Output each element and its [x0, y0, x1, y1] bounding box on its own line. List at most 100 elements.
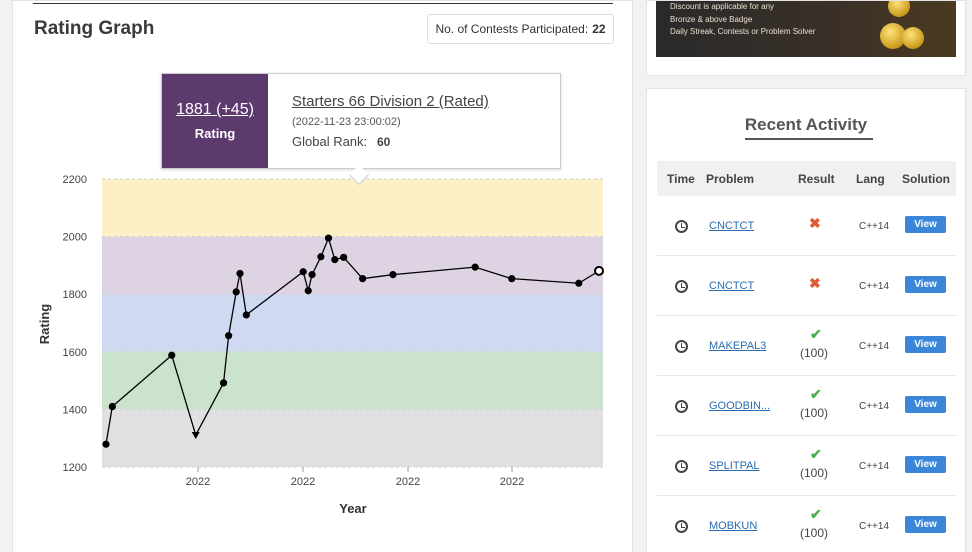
- wrong-answer-icon: ✖: [809, 275, 821, 291]
- tooltip-date: (2022-11-23 23:00:02): [292, 116, 401, 128]
- tooltip-rating-panel: 1881 (+45) Rating: [162, 74, 268, 168]
- rating-point[interactable]: [594, 265, 604, 276]
- rating-point[interactable]: [508, 275, 516, 283]
- x-axis-label: Year: [339, 501, 366, 516]
- y-tick-label: 2000: [63, 232, 87, 244]
- tooltip-contest-link[interactable]: Starters 66 Division 2 (Rated): [292, 93, 489, 110]
- y-tick-label: 1200: [63, 462, 87, 474]
- rating-band: [102, 179, 603, 237]
- rating-point[interactable]: [102, 440, 110, 448]
- clock-icon[interactable]: [675, 220, 688, 233]
- clock-icon[interactable]: [675, 460, 688, 473]
- problem-link[interactable]: MAKEPAL3: [709, 340, 767, 352]
- coin-icon: [902, 27, 924, 49]
- rating-point[interactable]: [575, 279, 583, 287]
- language-label: C++14: [859, 401, 890, 412]
- rating-band: [102, 294, 603, 352]
- col-lang: Lang: [856, 172, 885, 186]
- activity-table-header: Time Problem Result Lang Solution: [657, 161, 956, 196]
- language-label: C++14: [859, 341, 890, 352]
- y-tick-label: 1600: [63, 347, 87, 359]
- clock-icon[interactable]: [675, 520, 688, 533]
- rating-point[interactable]: [232, 288, 240, 296]
- rating-point[interactable]: [299, 268, 307, 276]
- rating-bands: [102, 179, 603, 467]
- rating-point[interactable]: [308, 271, 316, 279]
- view-solution-button[interactable]: View: [905, 276, 946, 293]
- rating-band: [102, 236, 603, 295]
- contest-tooltip: 1881 (+45) Rating Starters 66 Division 2…: [161, 73, 561, 185]
- rating-point[interactable]: [471, 263, 479, 271]
- promo-banner[interactable]: Discount is applicable for any Bronze & …: [656, 1, 956, 57]
- contests-label: No. of Contests Participated:: [435, 22, 589, 36]
- problem-link[interactable]: CNCTCT: [709, 220, 755, 232]
- x-tick-label: 2022: [396, 476, 420, 488]
- x-tick-label: 2022: [291, 476, 315, 488]
- tooltip-rating-label: Rating: [194, 126, 236, 141]
- contests-participated-badge: No. of Contests Participated: 22: [427, 14, 614, 44]
- rating-points: [102, 234, 604, 448]
- rating-point[interactable]: [236, 269, 244, 278]
- language-label: C++14: [859, 461, 890, 472]
- language-label: C++14: [859, 221, 890, 232]
- rating-point[interactable]: [340, 253, 348, 261]
- clock-icon[interactable]: [675, 400, 688, 413]
- rating-band: [102, 409, 603, 467]
- view-solution-button[interactable]: View: [905, 516, 946, 533]
- result-score: (100): [800, 346, 829, 360]
- language-label: C++14: [859, 281, 890, 292]
- x-tick-label: 2022: [500, 476, 524, 488]
- clock-icon[interactable]: [675, 280, 688, 293]
- rating-card: Rating Graph No. of Contests Participate…: [12, 0, 633, 552]
- recent-activity-card: Recent Activity Time Problem Result Lang…: [646, 88, 966, 552]
- activity-row: CNCTCT ✖ C++14 View: [657, 256, 956, 316]
- rating-point[interactable]: [225, 332, 233, 340]
- problem-link[interactable]: MOBKUN: [709, 520, 758, 532]
- view-solution-button[interactable]: View: [905, 216, 946, 233]
- result-score: (100): [800, 526, 829, 540]
- rating-point[interactable]: [242, 311, 250, 319]
- y-tick-label: 1800: [63, 289, 87, 301]
- clock-icon[interactable]: [675, 340, 688, 353]
- problem-link[interactable]: SPLITPAL: [709, 460, 760, 472]
- rating-point[interactable]: [219, 379, 228, 387]
- rating-point[interactable]: [389, 271, 397, 279]
- x-tick-label: 2022: [186, 476, 210, 488]
- promo-card: Discount is applicable for any Bronze & …: [646, 0, 966, 76]
- tooltip-rating-value[interactable]: 1881 (+45): [176, 101, 254, 118]
- rating-line: [105, 236, 600, 445]
- activity-row: GOODBIN... ✔ (100) C++14 View: [657, 376, 956, 436]
- promo-line-2: Bronze & above Badge: [670, 15, 753, 24]
- promo-line-1: Discount is applicable for any: [670, 2, 775, 11]
- accepted-check-icon: ✔: [810, 506, 822, 522]
- trophy-coin-icon: [880, 23, 906, 49]
- problem-link[interactable]: GOODBIN...: [709, 400, 771, 412]
- col-solution: Solution: [902, 172, 950, 186]
- problem-link[interactable]: CNCTCT: [709, 280, 755, 292]
- rating-point[interactable]: [317, 253, 325, 261]
- rating-point[interactable]: [191, 432, 200, 440]
- rating-point[interactable]: [331, 256, 339, 264]
- x-axis-ticks: 2022 2022 2022 2022: [186, 467, 524, 488]
- y-axis-ticks: 1200 1400 1600 1800 2000 2200: [63, 174, 87, 474]
- accepted-check-icon: ✔: [810, 386, 822, 402]
- rating-point[interactable]: [324, 234, 333, 242]
- rating-point[interactable]: [304, 287, 312, 295]
- promo-line-3: Daily Streak, Contests or Problem Solver: [670, 27, 816, 36]
- activity-row: CNCTCT ✖ C++14 View: [657, 196, 956, 256]
- col-result: Result: [798, 172, 835, 186]
- view-solution-button[interactable]: View: [905, 396, 946, 413]
- view-solution-button[interactable]: View: [905, 336, 946, 353]
- accepted-check-icon: ✔: [810, 326, 822, 342]
- recent-activity-title: Recent Activity: [744, 115, 868, 134]
- result-score: (100): [800, 406, 829, 420]
- rating-point[interactable]: [359, 275, 367, 283]
- rating-band: [102, 351, 603, 410]
- rating-point[interactable]: [168, 351, 176, 359]
- tooltip-rank-label: Global Rank:: [292, 134, 368, 149]
- wrong-answer-icon: ✖: [809, 215, 821, 231]
- language-label: C++14: [859, 521, 890, 532]
- view-solution-button[interactable]: View: [905, 456, 946, 473]
- rating-point[interactable]: [108, 402, 116, 411]
